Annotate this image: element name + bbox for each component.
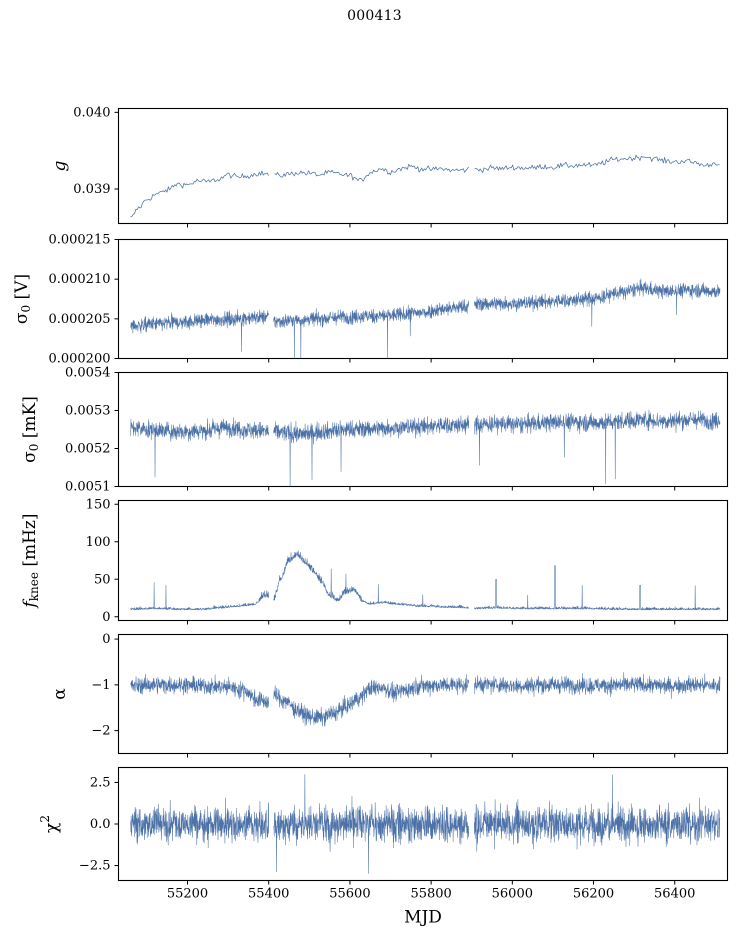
ytick-label-2-1: 0.0052 [65, 442, 111, 457]
ytick-label-0-0: 0.039 [73, 182, 110, 197]
y-axis-label-sigma0_volts: σ0 [V] [12, 274, 33, 324]
data-series-f_knee [130, 550, 721, 611]
xtick-label-5: 56000 [492, 886, 533, 901]
panel-frame-1 [117, 238, 729, 360]
panel-frame-4 [117, 633, 729, 755]
panel-frame-3 [117, 499, 729, 622]
xtick-label-3: 55600 [329, 886, 370, 901]
panel-frame-0 [117, 107, 729, 225]
y-axis-label-sigma0_mk: σ0 [mK] [20, 396, 41, 463]
ytick-label-5-2: −2.5 [79, 859, 111, 874]
ytick-label-0-1: 0.040 [73, 105, 110, 120]
ytick-label-2-2: 0.0053 [65, 404, 111, 419]
figure-title: 000413 [347, 8, 402, 24]
ytick-label-3-2: 100 [86, 535, 111, 550]
data-series-gain [130, 154, 720, 218]
ytick-label-1-3: 0.000215 [48, 233, 110, 248]
ytick-label-5-0: 2.5 [90, 775, 111, 790]
data-series-alpha [130, 672, 721, 727]
xtick-label-2: 55400 [248, 886, 289, 901]
ytick-label-5-1: 0.0 [90, 817, 111, 832]
panel-1: 0.000200 0.000205 0.000210 0.000215 [48, 233, 729, 367]
ytick-label-3-0: 0 [102, 610, 110, 625]
data-series-sigma0_volts [130, 278, 721, 359]
panel-5: 2.5 0.0 −2.5 [79, 766, 729, 885]
ytick-label-3-1: 50 [94, 572, 111, 587]
data-series-sigma0_mk [130, 409, 721, 487]
xtick-label-4: 55800 [410, 886, 451, 901]
ytick-label-1-1: 0.000205 [48, 312, 110, 327]
panel-2: 0.0051 0.0052 0.0053 0.0054 [65, 366, 729, 495]
xtick-label-6: 56200 [573, 886, 614, 901]
panel-frame-2 [117, 371, 729, 488]
ytick-label-4-2: −2 [91, 724, 110, 739]
ytick-label-3-3: 150 [86, 497, 111, 512]
ytick-label-2-3: 0.0054 [65, 366, 111, 381]
panel-3: 0 50 100 150 [86, 497, 729, 625]
y-axis-label-f_knee: fknee [mHz] [20, 513, 41, 609]
ytick-label-4-1: −1 [91, 678, 110, 693]
ytick-label-2-0: 0.0051 [65, 480, 111, 495]
y-axis-label-chi2: χ2 [38, 815, 62, 833]
y-axis-label-gain: g [50, 160, 70, 171]
data-series-chi2 [130, 774, 721, 874]
x-axis-label: MJD [404, 908, 442, 928]
xtick-label-1: 55200 [167, 886, 208, 901]
panel-4: 0 −1 −2 [91, 632, 729, 758]
panel-0: 0.039 0.040 [73, 105, 729, 228]
ytick-label-1-2: 0.000210 [48, 272, 110, 287]
ytick-label-4-0: 0 [102, 632, 110, 647]
xtick-label-7: 56400 [654, 886, 695, 901]
ytick-label-1-0: 0.000200 [48, 352, 110, 367]
y-axis-label-alpha: α [50, 688, 70, 700]
